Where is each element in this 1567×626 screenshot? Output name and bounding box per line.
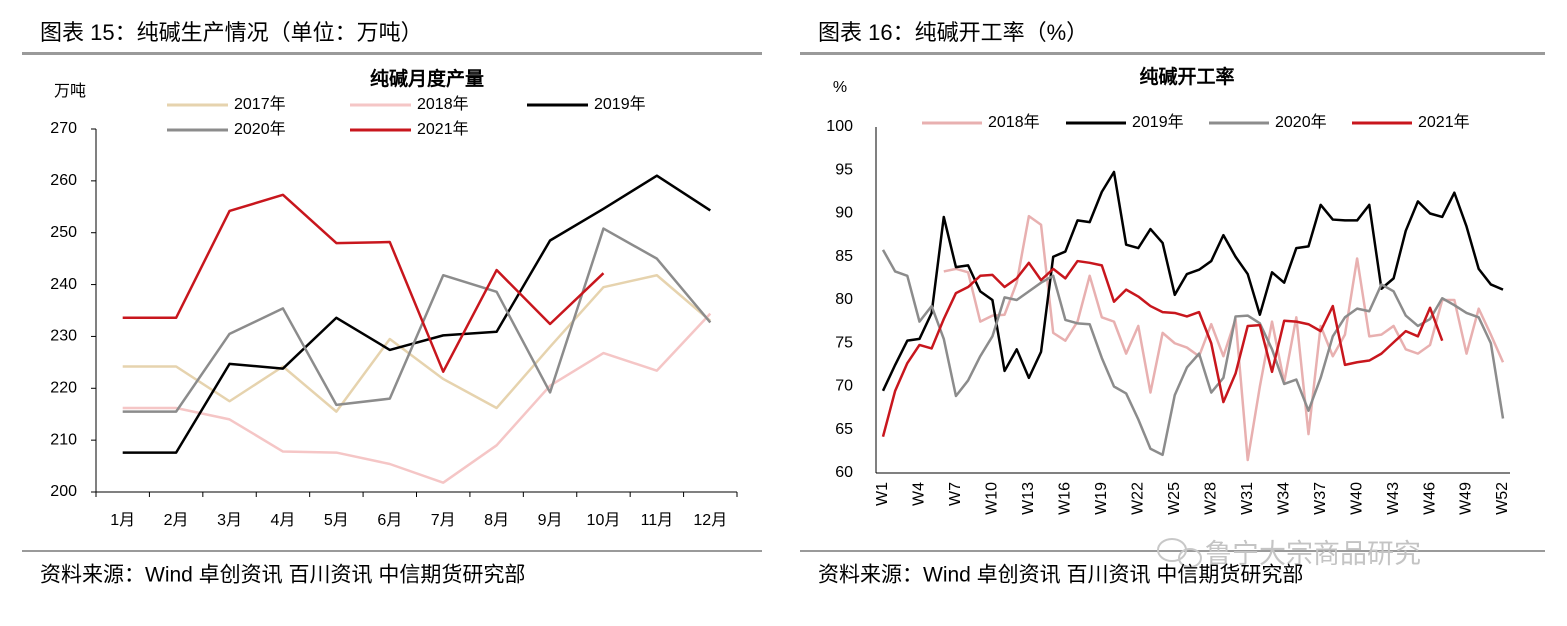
x-tick-label: W1 xyxy=(874,482,891,506)
y-tick-label: 270 xyxy=(50,120,77,137)
x-tick-label: W28 xyxy=(1202,482,1219,515)
x-tick-label: 10月 xyxy=(587,512,621,529)
y-tick-label: 240 xyxy=(50,276,77,293)
chart-title: 纯碱月度产量 xyxy=(370,67,484,90)
y-tick-label: 260 xyxy=(50,172,77,189)
x-tick-label: W40 xyxy=(1348,482,1365,515)
y-tick-label: 80 xyxy=(835,291,853,308)
source: 资料来源：Wind 卓创资讯 百川资讯 中信期货研究部 xyxy=(40,564,525,587)
x-tick-label: W13 xyxy=(1020,482,1037,515)
header-rule xyxy=(800,52,1545,55)
x-tick-label: W34 xyxy=(1275,482,1292,515)
watermark-icon xyxy=(1157,538,1202,568)
x-tick-label: 5月 xyxy=(324,512,349,529)
legend-label: 2021年 xyxy=(417,120,469,138)
y-tick-label: 200 xyxy=(50,483,77,500)
y-axis-label: 万吨 xyxy=(54,82,86,100)
y-tick-label: 220 xyxy=(50,380,77,397)
x-tick-label: 4月 xyxy=(271,512,296,529)
series-line xyxy=(122,174,711,454)
series-line xyxy=(881,249,1505,457)
series-line xyxy=(122,193,605,373)
x-tick-label: W46 xyxy=(1421,482,1438,515)
y-axis-label: % xyxy=(833,79,847,96)
header-rule xyxy=(22,52,762,55)
y-tick-label: 230 xyxy=(50,328,77,345)
y-tick-label: 70 xyxy=(835,378,853,395)
x-tick-label: W19 xyxy=(1093,482,1110,515)
footer-rule xyxy=(22,550,762,552)
x-tick-label: 8月 xyxy=(484,512,509,529)
x-tick-label: 1月 xyxy=(110,512,135,529)
y-tick-label: 75 xyxy=(835,334,853,351)
series-line xyxy=(122,273,712,413)
x-tick-label: 12月 xyxy=(693,512,727,529)
x-tick-label: W22 xyxy=(1130,482,1147,515)
legend-label: 2020年 xyxy=(234,120,286,138)
caption: 图表 16：纯碱开工率（%） xyxy=(818,20,1088,45)
legend-label: 2017年 xyxy=(234,95,286,113)
legend-label: 2019年 xyxy=(594,95,646,113)
x-tick-label: W7 xyxy=(947,482,964,506)
legend-label: 2021年 xyxy=(1418,113,1470,131)
series-line xyxy=(122,312,712,484)
watermark: 鲁宁大宗商品研究 xyxy=(1205,539,1421,569)
x-tick-label: W16 xyxy=(1057,482,1074,515)
series-line xyxy=(943,214,1505,462)
x-tick-label: 7月 xyxy=(431,512,456,529)
y-tick-label: 100 xyxy=(826,118,853,135)
x-tick-label: W31 xyxy=(1239,482,1256,515)
legend-label: 2018年 xyxy=(417,95,469,113)
x-tick-label: 2月 xyxy=(164,512,189,529)
x-tick-label: 3月 xyxy=(217,512,242,529)
footer-rule xyxy=(800,550,1545,552)
series-line xyxy=(122,227,712,413)
series-line xyxy=(881,170,1504,392)
source: 资料来源：Wind 卓创资讯 百川资讯 中信期货研究部 xyxy=(818,564,1303,587)
x-tick-label: 9月 xyxy=(538,512,563,529)
x-tick-label: 11月 xyxy=(641,512,674,529)
y-tick-label: 210 xyxy=(50,431,77,448)
x-tick-label: W43 xyxy=(1385,482,1402,515)
series-line xyxy=(881,259,1444,437)
x-tick-label: W49 xyxy=(1458,482,1475,515)
caption: 图表 15：纯碱生产情况（单位：万吨） xyxy=(40,20,423,45)
x-tick-label: 6月 xyxy=(377,512,402,529)
legend-label: 2018年 xyxy=(988,113,1040,131)
y-tick-label: 60 xyxy=(835,464,853,481)
y-tick-label: 85 xyxy=(835,248,853,265)
legend-label: 2020年 xyxy=(1275,113,1327,131)
y-tick-label: 250 xyxy=(50,224,77,241)
legend-label: 2019年 xyxy=(1132,113,1184,131)
y-tick-label: 95 xyxy=(835,161,853,178)
y-tick-label: 65 xyxy=(835,421,853,438)
x-tick-label: W4 xyxy=(911,482,928,506)
y-tick-label: 90 xyxy=(835,205,853,222)
x-tick-label: W25 xyxy=(1166,482,1183,515)
x-tick-label: W10 xyxy=(984,482,1001,515)
chart-title: 纯碱开工率 xyxy=(1139,65,1234,88)
x-tick-label: W37 xyxy=(1312,482,1329,515)
x-tick-label: W52 xyxy=(1494,482,1511,515)
